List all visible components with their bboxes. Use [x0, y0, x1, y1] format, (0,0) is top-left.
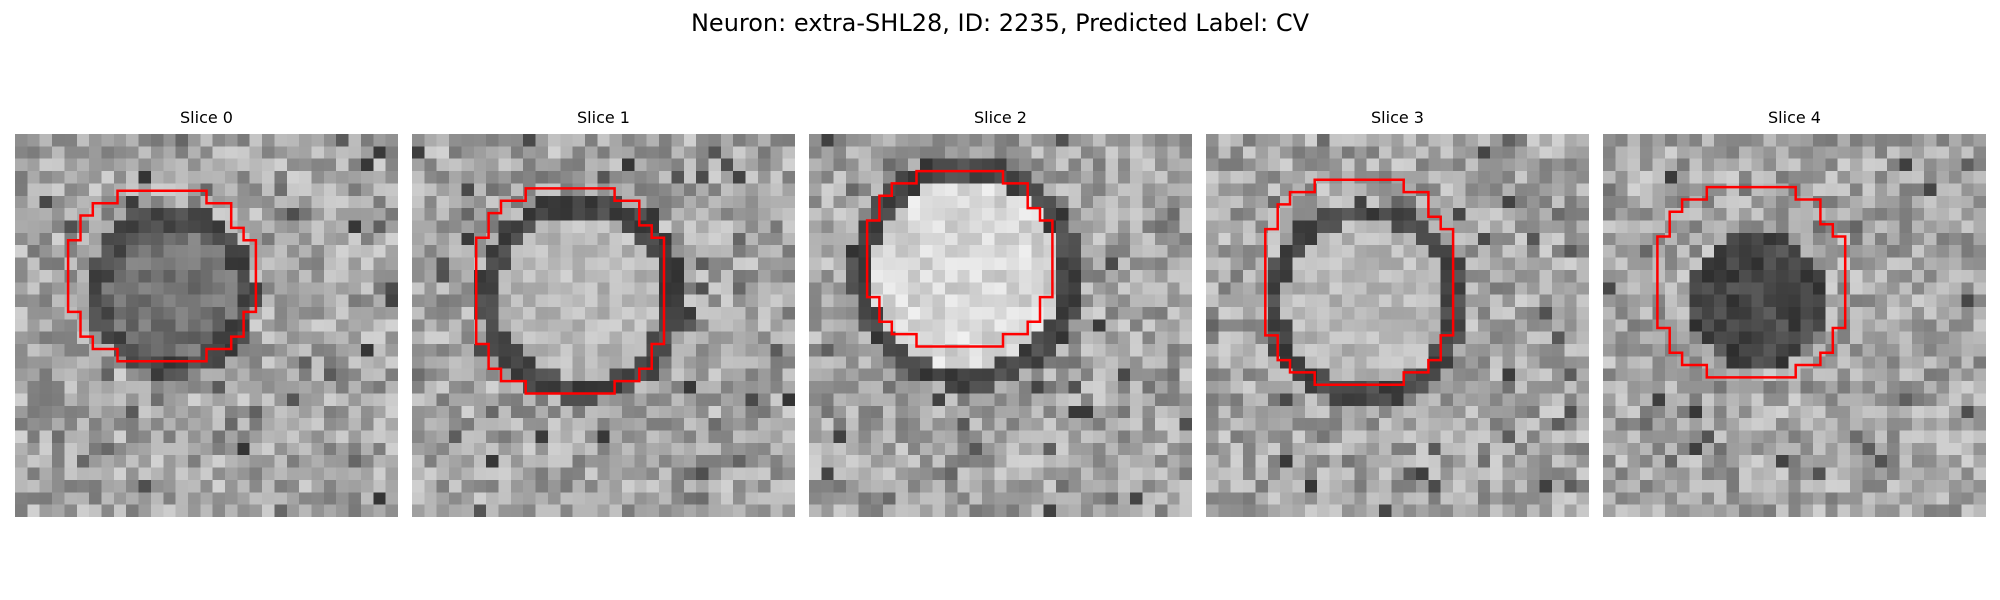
roi-outline [474, 187, 666, 395]
roi-outline [1264, 178, 1455, 387]
slice-title-2: Slice 2 [974, 108, 1027, 127]
figure-title: Neuron: extra-SHL28, ID: 2235, Predicted… [690, 9, 1310, 37]
slice-title-4: Slice 4 [1768, 108, 1821, 127]
roi-outline-layer-4 [1656, 185, 1847, 379]
slice-image-3 [1206, 134, 1589, 517]
slice-title-3: Slice 3 [1371, 108, 1424, 127]
slice-panel-1: Slice 1 [412, 108, 795, 517]
slice-panel-2: Slice 2 [809, 108, 1192, 517]
roi-outline [1656, 185, 1847, 379]
slice-panel-0: Slice 0 [15, 108, 398, 517]
roi-outline-layer-0 [66, 189, 258, 363]
slice-panel-3: Slice 3 [1206, 108, 1589, 517]
slice-title-0: Slice 0 [180, 108, 233, 127]
grayscale-slice-2 [809, 134, 1192, 517]
slice-panel-4: Slice 4 [1603, 108, 1986, 517]
slice-image-2 [809, 134, 1192, 517]
slice-image-1 [412, 134, 795, 517]
roi-outline [66, 189, 258, 363]
slice-image-4 [1603, 134, 1986, 517]
roi-outline [865, 169, 1054, 348]
roi-outline-layer-1 [474, 187, 666, 395]
roi-outline-layer-2 [865, 169, 1054, 348]
roi-outline-layer-3 [1264, 178, 1455, 387]
grayscale-slice-3 [1206, 134, 1589, 517]
slice-image-0 [15, 134, 398, 517]
slice-title-1: Slice 1 [577, 108, 630, 127]
